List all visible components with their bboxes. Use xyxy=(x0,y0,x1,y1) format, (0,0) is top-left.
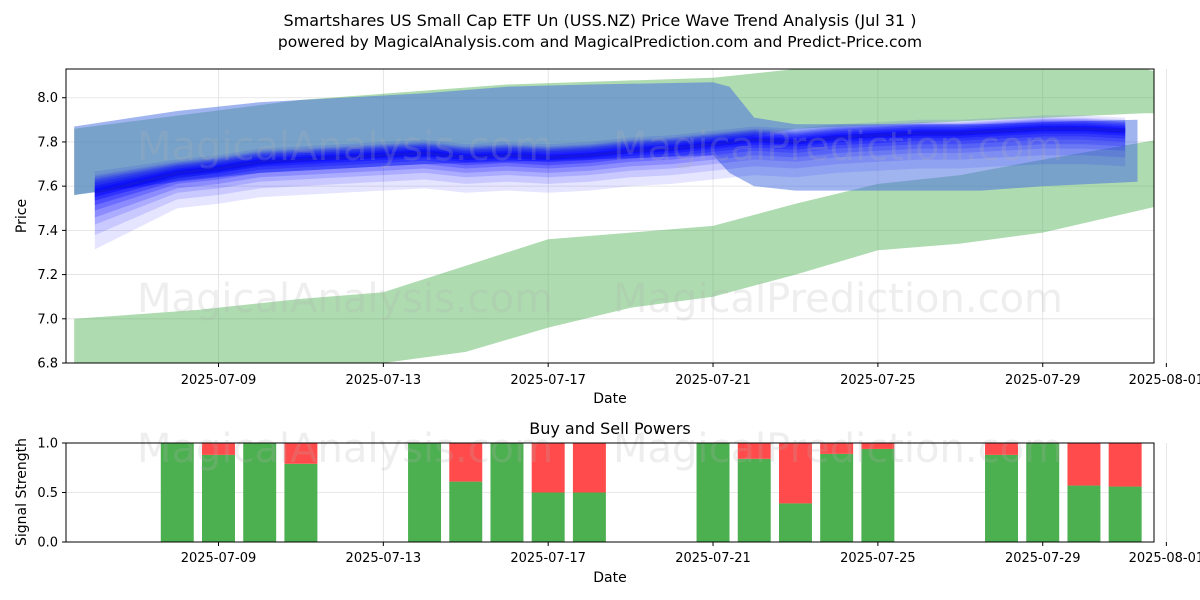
sell-bar xyxy=(985,443,1018,455)
price-x-tick-label: 2025-08-01 xyxy=(1129,373,1200,388)
power-x-label: Date xyxy=(593,570,626,586)
price-x-tick-label: 2025-07-25 xyxy=(840,373,916,388)
price-x-tick-label: 2025-07-09 xyxy=(181,373,257,388)
buy-bar xyxy=(284,463,318,542)
chart-subtitle: powered by MagicalAnalysis.com and Magic… xyxy=(278,33,922,51)
buy-bar xyxy=(1067,485,1101,542)
sell-bar xyxy=(1067,443,1101,486)
buy-bar xyxy=(449,481,483,542)
wave-band xyxy=(94,122,1126,206)
power-x-tick-label: 2025-07-13 xyxy=(346,551,422,566)
power-x-tick-label: 2025-07-09 xyxy=(181,551,257,566)
price-x-tick-label: 2025-07-13 xyxy=(346,373,422,388)
buy-bar xyxy=(1026,443,1060,542)
wave-center-line xyxy=(94,127,1126,195)
sell-bar xyxy=(531,443,565,493)
watermark-prediction-top: MagicalPrediction.com xyxy=(613,124,1063,170)
wave-band xyxy=(94,118,1126,225)
power-y-tick-label: 1.0 xyxy=(37,437,58,452)
power-x-tick-label: 2025-07-25 xyxy=(840,551,916,566)
price-y-tick-label: 7.2 xyxy=(37,268,58,283)
price-x-label: Date xyxy=(593,391,626,407)
wave-band xyxy=(94,119,1126,218)
watermark-analysis-bottom: MagicalAnalysis.com xyxy=(137,426,553,472)
price-y-tick-label: 7.4 xyxy=(37,224,58,239)
price-x-ticks: 2025-07-09 2025-07-13 2025-07-17 2025-07-21… xyxy=(181,363,1200,388)
buy-bar xyxy=(820,453,854,542)
sell-bar xyxy=(778,443,812,504)
watermark-prediction-bottom: MagicalPrediction.com xyxy=(613,426,1063,472)
price-waves xyxy=(94,115,1126,250)
buy-bar xyxy=(572,492,606,542)
price-y-label: Price xyxy=(14,199,30,233)
price-x-tick-label: 2025-07-21 xyxy=(675,373,751,388)
blue-steel-band xyxy=(74,82,1138,195)
power-x-tick-label: 2025-07-21 xyxy=(675,551,751,566)
price-x-tick-label: 2025-07-29 xyxy=(1005,373,1081,388)
wave-band xyxy=(94,115,1126,250)
wave-band xyxy=(94,124,1126,201)
sell-bar xyxy=(202,443,235,455)
watermark-analysis-mid: MagicalAnalysis.com xyxy=(137,276,553,322)
power-x-tick-label: 2025-08-01 xyxy=(1129,551,1200,566)
wave-band xyxy=(94,120,1126,211)
sell-bar xyxy=(572,443,606,493)
watermark-analysis-top: MagicalAnalysis.com xyxy=(137,124,553,170)
power-chart: Buy and Sell Powers MagicalAnalysis.com … xyxy=(14,419,1200,586)
price-bands xyxy=(74,69,1154,363)
power-x-ticks: 2025-07-09 2025-07-13 2025-07-17 2025-07-21… xyxy=(181,542,1200,566)
price-y-ticks: 6.8 7.0 7.2 7.4 7.6 7.8 8.0 xyxy=(37,91,66,372)
watermark-prediction-mid: MagicalPrediction.com xyxy=(613,276,1063,322)
price-y-tick-label: 7.0 xyxy=(37,312,58,327)
buy-bar xyxy=(778,503,812,542)
buy-bar xyxy=(861,448,895,542)
buy-bar xyxy=(202,454,235,542)
lower-green-band xyxy=(74,140,1154,363)
buy-bar xyxy=(696,443,730,542)
power-y-label: Signal Strength xyxy=(14,438,30,546)
buy-bar xyxy=(160,443,194,542)
buy-bar xyxy=(490,443,524,542)
price-y-tick-label: 7.8 xyxy=(37,135,58,150)
sell-bar xyxy=(449,443,483,482)
chart-title: Smartshares US Small Cap ETF Un (USS.NZ)… xyxy=(284,11,917,30)
power-y-ticks: 0.0 0.5 1.0 xyxy=(37,437,66,551)
wave-band xyxy=(94,126,1126,197)
wave-band xyxy=(94,117,1126,236)
buy-bar xyxy=(531,492,565,542)
power-bars xyxy=(160,443,1142,542)
price-axes-frame xyxy=(65,68,1155,364)
sell-bar xyxy=(861,443,895,449)
buy-bar xyxy=(985,454,1018,542)
power-chart-title: Buy and Sell Powers xyxy=(529,419,691,438)
sell-bar xyxy=(820,443,854,454)
buy-bar xyxy=(243,443,277,542)
buy-bar xyxy=(408,443,442,542)
price-y-tick-label: 6.8 xyxy=(37,357,58,372)
sell-bar xyxy=(1108,443,1142,487)
price-y-tick-label: 8.0 xyxy=(37,91,58,106)
buy-bar xyxy=(1108,486,1142,542)
power-x-tick-label: 2025-07-29 xyxy=(1005,551,1081,566)
power-y-tick-label: 0.5 xyxy=(37,486,58,501)
buy-bar xyxy=(737,458,771,542)
sell-bar xyxy=(737,443,771,459)
price-y-tick-label: 7.6 xyxy=(37,180,58,195)
sell-bar xyxy=(284,443,318,464)
price-chart: MagicalAnalysis.com MagicalPrediction.co… xyxy=(14,68,1200,407)
power-y-tick-label: 0.0 xyxy=(37,536,58,551)
price-x-tick-label: 2025-07-17 xyxy=(510,373,586,388)
power-x-tick-label: 2025-07-17 xyxy=(510,551,586,566)
